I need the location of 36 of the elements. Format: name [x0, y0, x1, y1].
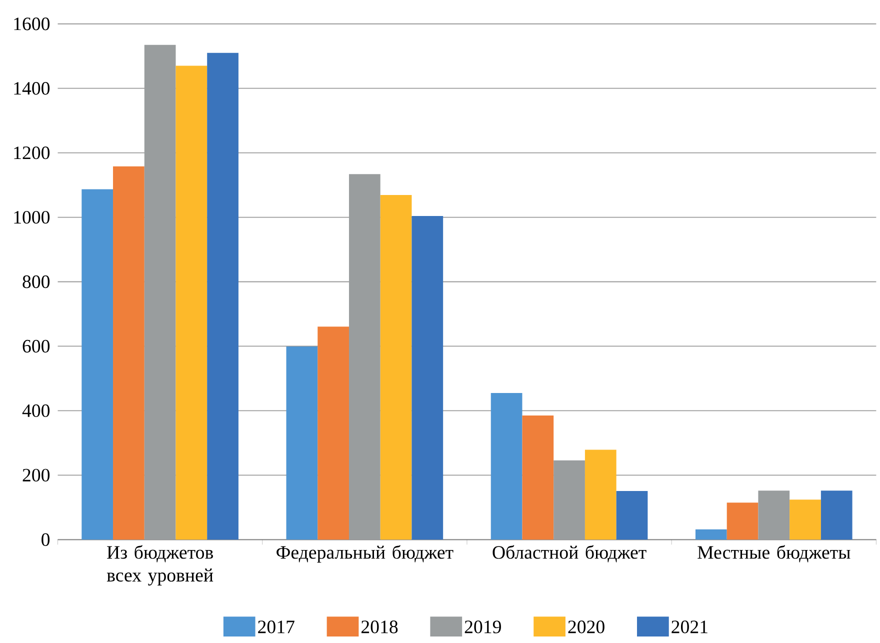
- bar: [490, 392, 522, 540]
- bar: [695, 529, 727, 540]
- x-tick-label: Федеральный бюджет: [276, 545, 454, 563]
- x-tick-label: Из бюджетов всех уровней: [106, 545, 214, 586]
- bar: [380, 194, 412, 540]
- y-tick-label: 200: [22, 468, 50, 482]
- bar: [207, 52, 238, 540]
- y-tick-label: 1000: [14, 210, 50, 224]
- y-tick-label: 400: [22, 404, 50, 417]
- y-tick-label: 1600: [14, 17, 50, 30]
- y-tick-label: 800: [22, 275, 50, 288]
- y-tick-label: 1200: [14, 146, 50, 160]
- y-tick-label: 600: [22, 340, 50, 352]
- bar: [318, 326, 349, 540]
- bar: [554, 460, 585, 540]
- y-tick-label: 1400: [14, 82, 50, 95]
- bar: [82, 189, 114, 540]
- legend-label: 2021: [672, 620, 708, 634]
- x-tick-label: Областной бюджет: [492, 545, 646, 562]
- bar: [113, 166, 144, 540]
- bar: [616, 490, 648, 540]
- legend-label: 2017: [258, 620, 294, 634]
- legend-label: 2019: [464, 620, 501, 634]
- bar: [412, 216, 444, 540]
- bar: [522, 415, 554, 540]
- bar: [726, 502, 758, 540]
- bar: [790, 500, 821, 540]
- bar: [286, 346, 318, 540]
- x-tick-label: Местные бюджеты: [698, 545, 850, 562]
- bar: [176, 66, 208, 540]
- bar: [758, 490, 790, 540]
- legend-label: 2020: [568, 620, 604, 634]
- bar: [584, 450, 616, 540]
- y-tick-label: 0: [42, 533, 50, 546]
- bar: [820, 490, 852, 540]
- legend-label: 2018: [361, 620, 398, 634]
